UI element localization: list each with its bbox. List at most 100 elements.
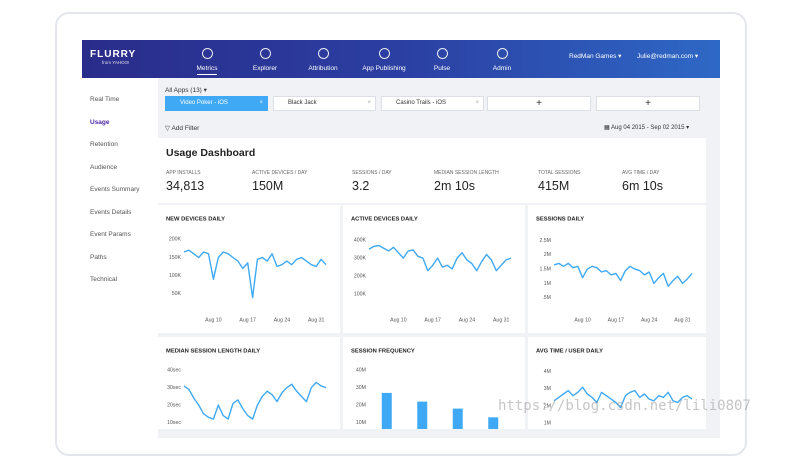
app-selector-label: All Apps (13) bbox=[165, 87, 202, 94]
x-tick-label: Aug 31 bbox=[674, 317, 691, 323]
x-tick-label: Aug 10 bbox=[574, 317, 591, 323]
y-tick-label: 150K bbox=[169, 255, 182, 261]
x-tick-label: Aug 31 bbox=[493, 317, 510, 323]
add-app-button[interactable]: + bbox=[487, 96, 591, 111]
nav-icon bbox=[259, 48, 271, 59]
y-tick-label: 1M bbox=[544, 420, 551, 426]
app-tab-label: Video Poker - iOS bbox=[180, 100, 228, 106]
x-tick-label: Aug 10 bbox=[390, 317, 407, 323]
app-tab[interactable]: Casino Trails - iOS × bbox=[381, 96, 484, 111]
watermark: https://blog.csdn.net/lili0807 bbox=[498, 398, 751, 414]
chart-panel bbox=[528, 337, 706, 429]
y-tick-label: 20M bbox=[356, 402, 366, 408]
nav-icon bbox=[201, 48, 213, 59]
x-tick-label: Aug 31 bbox=[308, 317, 325, 323]
line bbox=[183, 381, 327, 420]
y-tick-label: 1.5M bbox=[539, 267, 551, 273]
sidebar-item[interactable]: Events Summary bbox=[90, 186, 140, 193]
sidebar-item[interactable]: Event Params bbox=[90, 231, 131, 238]
x-tick-label: Aug 17 bbox=[239, 317, 256, 323]
close-icon[interactable]: × bbox=[475, 100, 479, 106]
line bbox=[183, 249, 327, 299]
y-tick-label: 50K bbox=[172, 291, 182, 297]
y-tick-label: 40M bbox=[356, 368, 366, 374]
nav-item[interactable]: Admin bbox=[472, 48, 532, 72]
bar bbox=[488, 417, 499, 429]
nav-icon bbox=[496, 48, 508, 59]
x-tick-label: Aug 24 bbox=[459, 317, 476, 323]
bar bbox=[417, 401, 428, 429]
app-tab-label: Casino Trails - iOS bbox=[396, 100, 447, 106]
chart-title: MEDIAN SESSION LENGTH DAILY bbox=[166, 349, 260, 355]
chart-title: NEW DEVICES DAILY bbox=[166, 217, 225, 223]
nav-icon bbox=[317, 48, 329, 59]
sidebar-item[interactable]: Events Details bbox=[90, 208, 132, 216]
nav-label: Pulse bbox=[433, 65, 451, 72]
x-tick-label: Aug 24 bbox=[641, 317, 658, 323]
chart-panel bbox=[343, 205, 525, 333]
kpi-label: TOTAL SESSIONS bbox=[538, 170, 581, 176]
line bbox=[553, 262, 693, 287]
account-menu[interactable]: RedMan Games ▾ bbox=[569, 53, 622, 60]
y-tick-label: 400K bbox=[354, 237, 367, 243]
close-icon[interactable]: × bbox=[367, 100, 371, 106]
kpi-value: 3.2 bbox=[352, 179, 370, 193]
y-tick-label: 100K bbox=[354, 291, 367, 297]
chart-panel bbox=[343, 337, 525, 429]
nav-item[interactable]: Metrics bbox=[177, 48, 237, 75]
date-picker[interactable]: ▦ Aug 04 2015 - Sep 02 2015 ▾ bbox=[604, 125, 690, 131]
x-tick-label: Aug 10 bbox=[205, 317, 222, 323]
app-tab-label: Black Jack bbox=[288, 100, 317, 106]
logo[interactable]: FLURRY bbox=[90, 49, 137, 60]
y-tick-label: 30M bbox=[356, 385, 366, 391]
nav-item[interactable]: App Publishing bbox=[354, 48, 414, 72]
sidebar-item[interactable]: Paths bbox=[90, 253, 107, 261]
user-email: Julie@redman.com bbox=[637, 53, 694, 60]
sidebar-item[interactable]: Usage bbox=[90, 118, 110, 126]
account-name: RedMan Games bbox=[569, 53, 617, 60]
y-tick-label: 10M bbox=[356, 420, 366, 426]
y-tick-label: 200K bbox=[169, 237, 182, 243]
kpi-value: 34,813 bbox=[166, 179, 205, 193]
nav-item[interactable]: Pulse bbox=[412, 48, 472, 72]
kpi-value: 415M bbox=[538, 179, 570, 193]
app-tab[interactable]: Black Jack × bbox=[273, 96, 376, 111]
y-tick-label: 40sec bbox=[167, 368, 181, 374]
y-tick-label: 1M bbox=[544, 281, 551, 287]
sidebar-item[interactable]: Real Time bbox=[90, 96, 120, 103]
nav-item[interactable]: Attribution bbox=[293, 48, 353, 72]
sidebar-item[interactable]: Retention bbox=[90, 141, 118, 148]
y-tick-label: 3M bbox=[544, 386, 551, 392]
sidebar-item[interactable]: Technical bbox=[90, 276, 118, 283]
y-tick-label: 200K bbox=[354, 273, 367, 279]
y-tick-label: 10sec bbox=[167, 420, 181, 426]
y-tick-label: 4M bbox=[544, 369, 551, 375]
y-tick-label: 300K bbox=[354, 255, 367, 261]
chart-panel bbox=[528, 205, 706, 333]
nav-item[interactable]: Explorer bbox=[235, 48, 295, 72]
line bbox=[553, 386, 693, 409]
y-tick-label: 2.5M bbox=[539, 238, 551, 244]
nav-label: Metrics bbox=[196, 65, 218, 75]
bar bbox=[381, 392, 392, 429]
top-bar: FLURRY from YAHOO! RedMan Games ▾ Julie@… bbox=[82, 40, 720, 78]
user-menu[interactable]: Julie@redman.com ▾ bbox=[637, 53, 699, 60]
y-tick-label: 100K bbox=[169, 273, 182, 279]
add-app-button[interactable]: + bbox=[596, 96, 700, 111]
charts: NEW DEVICES DAILY 200K 150K 100K 50K Aug 10 Au… bbox=[158, 205, 706, 429]
kpi-value: 150M bbox=[252, 179, 284, 193]
nav-label: Attribution bbox=[308, 65, 338, 72]
chart-title: SESSIONS DAILY bbox=[536, 217, 584, 223]
app-selector[interactable]: All Apps (13) ▾ bbox=[165, 87, 207, 94]
sidebar-item[interactable]: Audience bbox=[90, 163, 118, 171]
app-tab[interactable]: Video Poker - iOS × bbox=[165, 96, 268, 111]
x-tick-label: Aug 17 bbox=[424, 317, 441, 323]
y-tick-label: 20sec bbox=[167, 402, 181, 408]
kpi-label: SESSIONS / DAY bbox=[352, 170, 392, 176]
chart-title: SESSION FREQUENCY bbox=[351, 349, 415, 355]
chart-title: AVG TIME / USER DAILY bbox=[536, 349, 603, 355]
add-filter[interactable]: ▽ Add Filter bbox=[165, 125, 200, 132]
page: FLURRY from YAHOO! RedMan Games ▾ Julie@… bbox=[55, 12, 751, 456]
y-tick-label: 2M bbox=[544, 252, 551, 258]
close-icon[interactable]: × bbox=[259, 100, 263, 106]
